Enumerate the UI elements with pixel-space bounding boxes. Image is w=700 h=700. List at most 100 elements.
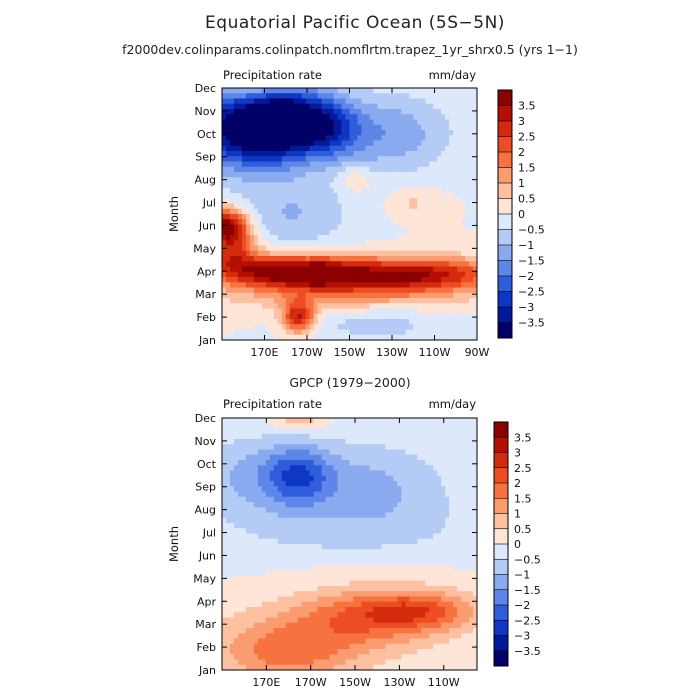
heatmap-cell (337, 172, 343, 178)
heatmap-cell (229, 203, 235, 210)
heatmap-cell (373, 418, 378, 424)
heatmap-cell (285, 444, 291, 451)
heatmap-cell (301, 423, 307, 430)
heatmap-cell (425, 512, 430, 519)
heatmap-cell (241, 203, 247, 210)
heatmap-cell (361, 512, 367, 519)
heatmap-cell (365, 517, 371, 524)
heatmap-cell (297, 475, 303, 482)
heatmap-cell (425, 460, 430, 466)
heatmap-cell (365, 460, 371, 466)
heatmap-cell (237, 214, 243, 220)
heatmap-cell (277, 439, 283, 445)
heatmap-cell (337, 502, 343, 508)
heatmap-cell (385, 198, 390, 205)
heatmap-cell (229, 187, 235, 194)
heatmap-cell (417, 329, 422, 336)
heatmap-cell (345, 496, 351, 503)
heatmap-cell (241, 182, 247, 189)
heatmap-cell (385, 187, 390, 194)
heatmap-cell (345, 219, 351, 226)
heatmap-cell (237, 512, 243, 519)
heatmap-cell (225, 140, 231, 147)
heatmap-cell (393, 114, 398, 121)
heatmap-cell (365, 109, 371, 115)
heatmap-cell (433, 156, 438, 163)
heatmap-cell (261, 303, 267, 310)
heatmap-cell (333, 517, 339, 524)
heatmap-cell (449, 240, 454, 247)
heatmap-cell (281, 193, 287, 199)
heatmap-cell (349, 271, 355, 278)
heatmap-cell (321, 324, 327, 331)
heatmap-cell (345, 512, 351, 519)
heatmap-cell (313, 444, 319, 451)
heatmap-cell (313, 140, 319, 147)
heatmap-cell (261, 565, 267, 571)
heatmap-cell (401, 103, 406, 110)
heatmap-cell (361, 103, 367, 110)
heatmap-cell (249, 460, 255, 466)
heatmap-cell (453, 156, 458, 163)
heatmap-cell (417, 533, 422, 540)
heatmap-cell (357, 161, 363, 168)
heatmap-cell (361, 491, 367, 498)
heatmap-cell (365, 172, 371, 178)
heatmap-cell (429, 512, 434, 519)
heatmap-cell (401, 298, 406, 304)
heatmap-cell (241, 156, 247, 163)
heatmap-cell (377, 98, 382, 105)
heatmap-cell (397, 135, 402, 142)
heatmap-cell (377, 124, 382, 131)
heatmap-cell (253, 224, 259, 231)
heatmap-cell (269, 433, 275, 440)
heatmap-cell (265, 256, 271, 262)
heatmap-cell (365, 418, 371, 424)
heatmap-cell (453, 449, 458, 456)
heatmap-cell (245, 198, 251, 205)
heatmap-cell (341, 250, 347, 257)
heatmap-cell (289, 271, 295, 278)
heatmap-cell (345, 517, 351, 524)
heatmap-cell (369, 512, 374, 519)
heatmap-cell (325, 172, 331, 178)
heatmap-cell (273, 538, 279, 545)
heatmap-cell (237, 549, 243, 556)
heatmap-cell (337, 261, 343, 268)
heatmap-cell (313, 88, 319, 94)
heatmap-cell (429, 235, 434, 241)
heatmap-cell (265, 428, 271, 435)
heatmap-cell (249, 256, 255, 262)
heatmap-cell (313, 418, 319, 424)
heatmap-cell (377, 156, 382, 163)
heatmap-cell (353, 203, 359, 210)
heatmap-cell (301, 177, 307, 184)
heatmap-cell (265, 298, 271, 304)
heatmap-cell (313, 507, 319, 514)
heatmap-cell (377, 261, 382, 268)
heatmap-cell (437, 544, 442, 550)
heatmap-cell (381, 224, 386, 231)
heatmap-cell (349, 470, 355, 477)
heatmap-cell (377, 172, 382, 178)
heatmap-cell (253, 523, 259, 529)
heatmap-cell (325, 298, 331, 304)
heatmap-cell (241, 319, 247, 325)
heatmap-cell (222, 565, 227, 571)
heatmap-cell (377, 229, 382, 236)
heatmap-cell (405, 282, 410, 289)
heatmap-cell (293, 156, 299, 163)
heatmap-cell (269, 214, 275, 220)
heatmap-cell (393, 140, 398, 147)
heatmap-cell (249, 161, 255, 168)
heatmap-cell (321, 98, 327, 105)
heatmap-cell (321, 282, 327, 289)
heatmap-cell (397, 140, 402, 147)
heatmap-cell (222, 423, 227, 430)
heatmap-cell (277, 271, 283, 278)
heatmap-cell (461, 266, 466, 273)
heatmap-cell (245, 502, 251, 508)
heatmap-cell (333, 559, 339, 566)
heatmap-cell (225, 93, 231, 100)
heatmap-cell (325, 538, 331, 545)
